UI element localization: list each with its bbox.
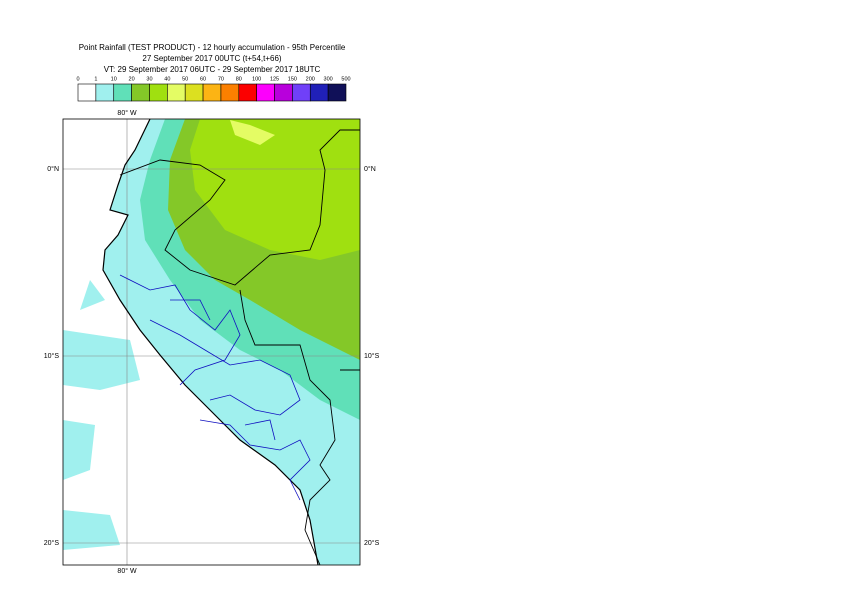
title-line: VT: 29 September 2017 06UTC - 29 Septemb… bbox=[104, 65, 321, 74]
legend-swatch bbox=[274, 83, 293, 102]
legend-swatch bbox=[95, 83, 115, 102]
title-line: 27 September 2017 00UTC (t+54,t+66) bbox=[142, 54, 282, 63]
legend-swatch bbox=[113, 83, 132, 102]
legend-swatch bbox=[131, 83, 150, 102]
legend-label: 20 bbox=[129, 76, 135, 82]
legend-label: 300 bbox=[324, 76, 333, 82]
legend-swatch bbox=[256, 83, 275, 102]
map-frame bbox=[62, 118, 361, 566]
legend-label: 70 bbox=[218, 76, 224, 82]
legend-swatch bbox=[167, 83, 186, 102]
legend-label: 50 bbox=[182, 76, 188, 82]
legend-swatch bbox=[184, 83, 204, 102]
legend-label: 30 bbox=[146, 76, 152, 82]
map bbox=[63, 119, 360, 565]
lat-label: 0°N bbox=[47, 165, 59, 173]
coastline bbox=[102, 119, 319, 565]
legend-label: 500 bbox=[341, 76, 350, 82]
legend-label: 200 bbox=[306, 76, 315, 82]
legend-label: 40 bbox=[164, 76, 170, 82]
rain-area bbox=[190, 119, 360, 260]
legend-swatch bbox=[292, 83, 311, 102]
legend: 0 1 10 20 30 40 50 60 70 80 100 125 150 200 300 500 bbox=[76, 76, 351, 102]
legend-swatch bbox=[220, 83, 240, 102]
legend-swatch bbox=[309, 83, 329, 102]
legend-swatch bbox=[77, 83, 97, 102]
lat-label: 0°N bbox=[364, 165, 376, 173]
title-line: Point Rainfall (TEST PRODUCT) - 12 hourl… bbox=[79, 43, 346, 52]
legend-swatch bbox=[202, 83, 222, 102]
legend-swatch bbox=[327, 83, 347, 102]
lat-label: 10°S bbox=[44, 352, 60, 360]
legend-label: 60 bbox=[200, 76, 206, 82]
region-border bbox=[119, 274, 311, 501]
lat-label: 20°S bbox=[364, 539, 380, 547]
legend-label: 1 bbox=[94, 76, 97, 82]
rain-area bbox=[63, 280, 140, 550]
legend-label: 125 bbox=[270, 76, 279, 82]
legend-label: 0 bbox=[76, 76, 79, 82]
legend-label: 10 bbox=[111, 76, 117, 82]
legend-swatch bbox=[149, 83, 168, 102]
legend-label: 150 bbox=[288, 76, 297, 82]
lon-label: 80° W bbox=[117, 109, 137, 117]
legend-label: 100 bbox=[252, 76, 261, 82]
lon-label: 80° W bbox=[117, 567, 137, 575]
lat-label: 10°S bbox=[364, 352, 380, 360]
graticule bbox=[63, 119, 360, 565]
rain-area bbox=[230, 120, 275, 145]
lat-label: 20°S bbox=[44, 539, 60, 547]
legend-label: 80 bbox=[236, 76, 242, 82]
country-border bbox=[119, 129, 360, 565]
legend-swatch bbox=[238, 83, 257, 102]
